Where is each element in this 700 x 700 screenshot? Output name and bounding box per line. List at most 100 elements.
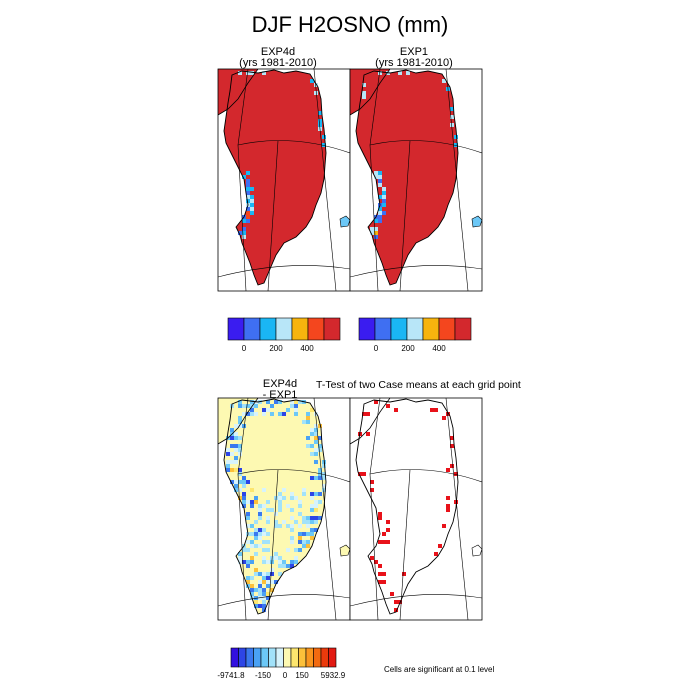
panel-ttest-map-cell xyxy=(446,412,450,416)
panel-diff-map-cell xyxy=(226,468,230,472)
panel-diff-map-cell xyxy=(322,476,326,480)
cb-diff-tick-3: 150 xyxy=(295,671,309,680)
panel-exp4d-map-coastline xyxy=(223,69,327,286)
panel-exp1-map-cell xyxy=(382,191,386,195)
panel-diff-map-cell xyxy=(250,560,254,564)
panel-diff-map-meridian-2 xyxy=(267,469,279,620)
panel-diff-map-cell xyxy=(278,496,282,500)
panel-exp4d-map-meridian-2 xyxy=(267,140,279,291)
panel-ttest-map-graticule xyxy=(350,398,482,620)
cb-top-left-tick-1: 200 xyxy=(269,344,283,353)
panel-diff-map-cell xyxy=(314,448,318,452)
panel-diff-map-cell xyxy=(238,472,242,476)
colorbar-diff-swatch xyxy=(283,647,292,668)
panel-exp1-map-cell xyxy=(378,175,382,179)
panel-diff-map xyxy=(217,397,351,621)
panel-ttest-map-cell xyxy=(446,508,450,512)
colorbar-top-right-swatch xyxy=(454,317,472,341)
panel-exp4d-map xyxy=(217,68,351,292)
panel-diff-map-cell xyxy=(238,560,242,564)
panel-diff-map-cell xyxy=(266,516,270,520)
panel-ttest-map-cell xyxy=(386,528,390,532)
panel-exp1-map-cell xyxy=(382,187,386,191)
panel-diff-map-cell xyxy=(282,412,286,416)
panel-ttest-map-cell xyxy=(446,468,450,472)
panel-exp4d-map-cell xyxy=(250,187,254,191)
panel-exp1-map-cell xyxy=(382,211,386,215)
panel-diff-map-cell xyxy=(278,492,282,496)
panel-diff-map-cell xyxy=(294,556,298,560)
panel-diff-map-cell xyxy=(318,436,322,440)
colorbar-top-left-swatch xyxy=(291,317,309,341)
panel-diff-map-cell xyxy=(250,544,254,548)
panel-diff-map-cell xyxy=(294,520,298,524)
panel-diff-map-cell xyxy=(302,544,306,548)
panel-exp1-map-cell xyxy=(450,107,454,111)
panel-diff-map-cell xyxy=(230,468,234,472)
colorbar-top-right xyxy=(358,317,472,341)
colorbar-top-right-swatch xyxy=(374,317,392,341)
panel-exp4d-map-cell xyxy=(238,71,242,75)
panel-ttest-map-cell xyxy=(378,572,382,576)
panel-ttest-map-canada-coast xyxy=(350,398,391,445)
panel-diff-map-cell xyxy=(278,508,282,512)
panel-exp1-map-frame xyxy=(349,68,483,292)
panel-diff-map-cell xyxy=(266,532,270,536)
panel-ttest-map-ocean xyxy=(350,398,482,620)
panel-diff-map-cell xyxy=(262,488,266,492)
panel-diff-map-cell xyxy=(238,452,242,456)
panel-exp4d-map-cell xyxy=(250,211,254,215)
panel-ttest-map-cell xyxy=(378,564,382,568)
panel-exp4d-map-cell xyxy=(242,227,246,231)
panel-diff-map-cell xyxy=(266,596,270,600)
panel-exp4d-map-meridian-3 xyxy=(321,148,337,291)
panel-diff-map-cell xyxy=(250,592,254,596)
panel-diff-map-cell xyxy=(234,456,238,460)
cb-diff-tick-2: 0 xyxy=(282,671,288,680)
panel-diff-map-cell xyxy=(314,508,318,512)
cb-diff-tick-4: 5932.9 xyxy=(320,671,346,680)
panel-diff-map-cell xyxy=(290,492,294,496)
panel-exp1-map-cell xyxy=(362,83,366,87)
panel-exp1-map-graticule xyxy=(350,69,482,291)
panel-diff-map-cell xyxy=(278,556,282,560)
panel-diff-map-island xyxy=(339,544,350,557)
colorbar-top-left-swatch xyxy=(227,317,245,341)
panel-diff-map-cell xyxy=(290,516,294,520)
panel-exp4d-map-cell xyxy=(246,183,250,187)
panel-ttest-map-cell xyxy=(362,412,366,416)
panel-ttest-map-cell xyxy=(370,480,374,484)
panel-exp4d-map-greenland xyxy=(224,70,326,285)
panel-diff-map-cell xyxy=(310,496,314,500)
panel-exp1-map-cell xyxy=(378,207,382,211)
panel-diff-map-cell xyxy=(246,564,250,568)
panel-diff-map-cell xyxy=(258,516,262,520)
panel-diff-map-cell xyxy=(234,488,238,492)
panel-exp1-map-coastline xyxy=(355,69,459,286)
panel-exp1-map-cell xyxy=(454,135,458,139)
panel-diff-map-cell xyxy=(314,436,318,440)
panel-ttest-map xyxy=(349,397,483,621)
panel-diff-map-cell xyxy=(230,436,234,440)
panel-diff-map-cell xyxy=(310,536,314,540)
panel-ttest-map-cell xyxy=(446,496,450,500)
panel-exp4d-map-cell xyxy=(246,219,250,223)
panel-diff-map-cell xyxy=(306,436,310,440)
panel-diff-map-cell xyxy=(258,596,262,600)
colorbar-diff-swatch xyxy=(305,647,314,668)
panel-diff-map-cell xyxy=(306,412,310,416)
panel-diff-map-cell xyxy=(254,528,258,532)
panel-diff-map-cell xyxy=(254,568,258,572)
panel-diff-map-cell xyxy=(278,560,282,564)
panel-diff-map-cell xyxy=(306,524,310,528)
panel-ttest-map-cell xyxy=(450,464,454,468)
panel-diff-map-cell xyxy=(314,492,318,496)
panel-diff-map-cell xyxy=(254,604,258,608)
panel-diff-map-cell xyxy=(318,444,322,448)
panel-diff-map-cell xyxy=(286,524,290,528)
panel-diff-map-cell xyxy=(246,524,250,528)
panel-exp1-map-cell xyxy=(382,203,386,207)
panel-diff-map-cell xyxy=(306,516,310,520)
panel-exp1-map xyxy=(349,68,483,292)
cb-top-right-tick-2: 400 xyxy=(432,344,446,353)
